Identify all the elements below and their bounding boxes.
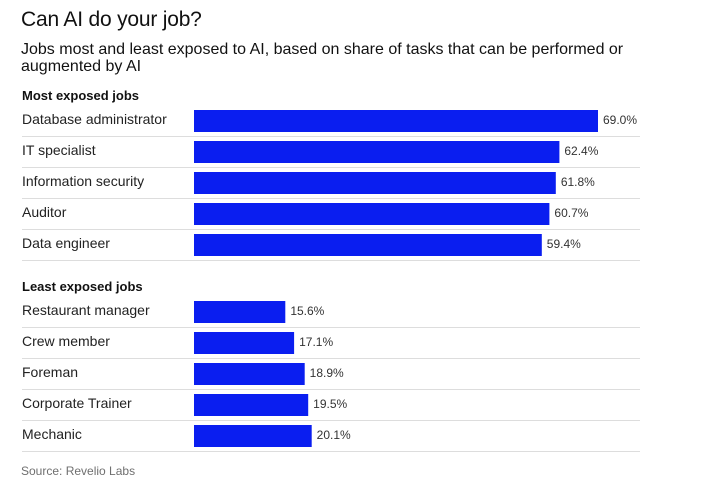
- chart-title: Can AI do your job?: [21, 8, 202, 31]
- bar: [194, 234, 542, 256]
- category-label: Crew member: [22, 333, 110, 349]
- bar: [194, 172, 556, 194]
- value-label: 19.5%: [313, 397, 347, 411]
- category-label: IT specialist: [22, 142, 96, 158]
- category-label: Mechanic: [22, 426, 82, 442]
- value-label: 20.1%: [317, 428, 351, 442]
- bar: [194, 141, 560, 163]
- value-label: 17.1%: [299, 335, 333, 349]
- value-label: 69.0%: [603, 113, 637, 127]
- group-label: Least exposed jobs: [22, 279, 143, 294]
- value-label: 15.6%: [290, 304, 324, 318]
- chart-subtitle: Jobs most and least exposed to AI, based…: [21, 41, 624, 75]
- category-label: Auditor: [22, 204, 67, 220]
- bar: [194, 363, 305, 385]
- bar: [194, 425, 312, 447]
- category-label: Information security: [22, 173, 144, 189]
- bar: [194, 301, 286, 323]
- bar: [194, 332, 295, 354]
- category-label: Corporate Trainer: [22, 395, 132, 411]
- category-label: Data engineer: [22, 235, 110, 251]
- category-label: Restaurant manager: [22, 302, 150, 318]
- value-label: 61.8%: [561, 175, 595, 189]
- source-note: Source: Revelio Labs: [21, 464, 136, 478]
- bar: [194, 203, 550, 225]
- value-label: 18.9%: [310, 366, 344, 380]
- group-label: Most exposed jobs: [22, 88, 139, 103]
- category-label: Foreman: [22, 364, 78, 380]
- value-label: 62.4%: [564, 144, 598, 158]
- value-label: 60.7%: [554, 206, 588, 220]
- value-label: 59.4%: [547, 237, 581, 251]
- bar: [194, 110, 598, 132]
- category-label: Database administrator: [22, 111, 167, 127]
- bar: [194, 394, 309, 416]
